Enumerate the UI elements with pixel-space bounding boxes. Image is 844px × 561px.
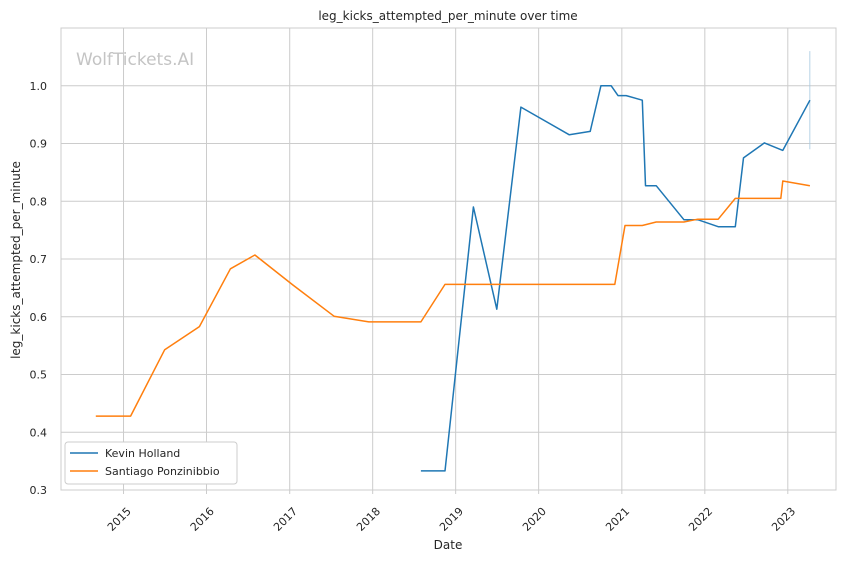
y-tick-label: 0.6 [30, 311, 48, 324]
legend: Kevin Holland Santiago Ponzinibbio [64, 441, 238, 485]
series-line-santiago-ponzinibbio [95, 180, 811, 417]
legend-box [64, 441, 238, 485]
y-tick-label: 0.8 [30, 195, 48, 208]
series-line-kevin-holland [420, 85, 811, 472]
watermark: WolfTickets.AI [76, 50, 194, 70]
y-tick-label: 0.9 [30, 138, 48, 151]
chart-title: leg_kicks_attempted_per_minute over time [318, 9, 577, 23]
y-tick-label: 0.7 [30, 253, 48, 266]
legend-label-kevin-holland: Kevin Holland [105, 447, 180, 460]
y-tick-label: 0.4 [30, 426, 48, 439]
y-axis-label: leg_kicks_attempted_per_minute [9, 161, 23, 359]
y-tick-label: 0.5 [30, 369, 48, 382]
y-axis-ticks: 0.3 0.4 0.5 0.6 0.7 0.8 0.9 1.0 [30, 80, 48, 497]
y-tick-label: 0.3 [30, 484, 48, 497]
plot-area-frame [60, 27, 837, 491]
x-axis-label: Date [434, 538, 463, 552]
y-tick-label: 1.0 [30, 80, 48, 93]
legend-label-santiago-ponzinibbio: Santiago Ponzinibbio [105, 465, 220, 478]
series-lines [95, 85, 811, 472]
